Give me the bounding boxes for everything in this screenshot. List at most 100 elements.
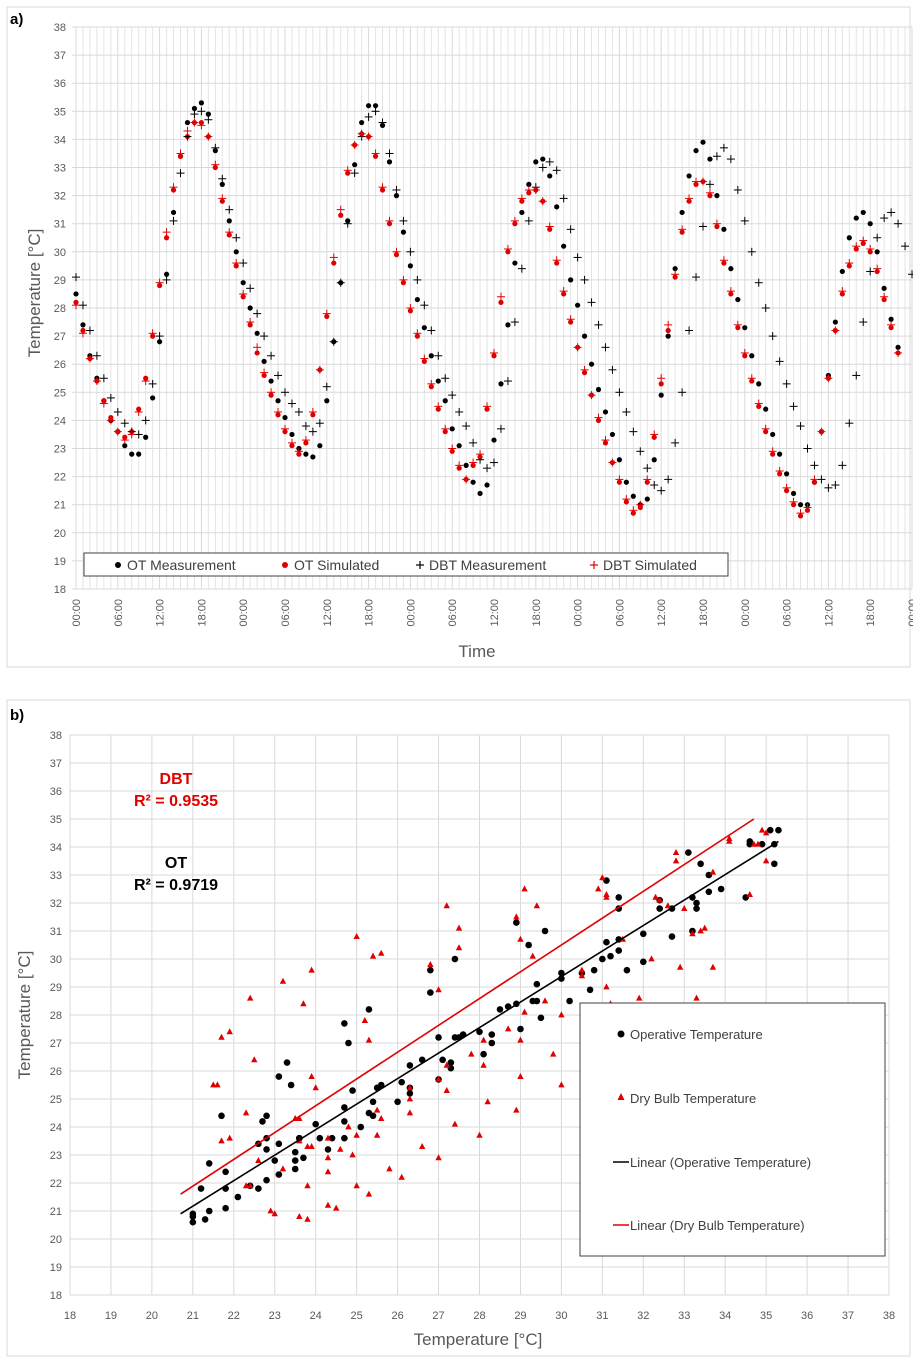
panel-a-plus-point-3 <box>267 388 276 397</box>
panel-b-dbt-point <box>636 994 643 1001</box>
panel-a-point-0 <box>198 100 204 106</box>
panel-a-point-0 <box>352 162 358 168</box>
panel-a-plus-point-3 <box>685 194 694 203</box>
panel-b-ot-point <box>640 930 647 938</box>
panel-b-ot-point <box>275 1171 283 1178</box>
panel-a-point-0 <box>421 325 427 331</box>
panel-a-point-0 <box>714 193 720 199</box>
panel-a-plus-point-3 <box>601 436 610 445</box>
panel-b-dbt-point <box>398 1173 405 1180</box>
panel-a-point-0 <box>735 296 741 303</box>
panel-a-plus-point-2 <box>859 318 868 327</box>
panel-b-dbt-point <box>517 1073 524 1079</box>
panel-b-dbt-point <box>578 966 586 973</box>
panel-a-plus-point-3 <box>692 177 701 186</box>
panel-a-point-0 <box>895 344 901 350</box>
panel-a-plus-point-2 <box>894 219 903 228</box>
panel-a-plus-point-3 <box>726 287 735 296</box>
panel-a-plus-point-2 <box>622 407 631 416</box>
panel-a-plus-point-2 <box>211 143 220 152</box>
panel-b-ot-point <box>271 1157 279 1164</box>
panel-a-x-tick-label: 06:00 <box>782 599 794 627</box>
panel-b-ot-point <box>222 1168 229 1176</box>
panel-b-points <box>189 826 782 1226</box>
panel-a-plus-point-3 <box>538 197 547 206</box>
panel-a-plus-point-2 <box>629 427 638 436</box>
panel-b-ot-point <box>201 1216 209 1223</box>
panel-b-dbt-point <box>578 972 586 979</box>
panel-b-x-ticks: 18 19 20 21 22 23 24 25 26 27 28 29 30 31 32 33 34 35 36 37… <box>64 1310 895 1322</box>
panel-a-point-0 <box>80 322 86 328</box>
panel-a-point-0 <box>449 426 455 432</box>
panel-b-dbt-point <box>242 1182 250 1189</box>
panel-b-dbt-point <box>443 1087 450 1093</box>
panel-a-plus-point-2 <box>733 185 742 194</box>
panel-a-y-tick-label: 22 <box>54 472 66 484</box>
panel-a-plus-point-3 <box>274 407 283 416</box>
panel-a-y-axis-title: Temperature [°C] <box>25 229 44 358</box>
panel-a-plus-point-3 <box>476 450 485 459</box>
panel-b-ot-point <box>488 1039 496 1047</box>
panel-a-point-1 <box>331 260 337 266</box>
panel-b-dbt-point <box>762 857 770 864</box>
panel-a-point-0 <box>435 378 441 384</box>
panel-b-dbt-point <box>308 966 315 973</box>
panel-b-dbt-point <box>656 896 663 903</box>
panel-b-dbt-point <box>726 837 733 844</box>
panel-a-plus-point-3 <box>845 259 854 268</box>
panel-a-plus-point-3 <box>587 391 596 400</box>
panel-a-point-0 <box>568 277 574 283</box>
panel-a-plus-point-3 <box>852 242 861 251</box>
panel-a-point-1 <box>338 212 344 218</box>
panel-b-dbt-point <box>214 1081 221 1088</box>
panel-b-ot-point <box>488 1031 496 1038</box>
panel-a-point-0 <box>191 105 198 112</box>
panel-a-plus-point-2 <box>441 374 450 383</box>
panel-a-plus-point-2 <box>427 326 436 335</box>
panel-a-plus-point-3 <box>650 430 659 439</box>
panel-a-y-tick-label: 21 <box>54 500 66 512</box>
panel-b-dbt-point <box>246 1182 254 1189</box>
panel-b-ot-point <box>324 1146 332 1153</box>
panel-b-dbt-point <box>701 924 708 931</box>
panel-a-x-tick-label: 00:00 <box>740 599 752 627</box>
panel-a-plus-point-2 <box>287 399 296 408</box>
panel-b-dbt-point <box>750 840 758 847</box>
panel-b-trendline <box>180 840 779 1215</box>
panel-a-point-1 <box>498 299 504 305</box>
panel-a-plus-point-2 <box>545 157 554 166</box>
panel-a-plus-point-3 <box>678 225 687 234</box>
panel-b-dbt-point <box>406 1109 414 1116</box>
panel-a-plus-point-3 <box>218 194 227 203</box>
panel-a-plus-point-2 <box>462 422 471 431</box>
panel-b-dbt-point <box>279 1165 287 1172</box>
panel-a-point-0 <box>526 181 532 187</box>
panel-a-plus-point-2 <box>483 464 492 473</box>
panel-a-plus-point-2 <box>294 407 303 416</box>
panel-b-ot-point <box>496 1006 504 1013</box>
panel-a-plus-point-2 <box>113 407 122 416</box>
panel-b-dbt-point <box>308 1143 315 1149</box>
panel-b-dbt-point <box>480 1061 487 1068</box>
panel-b-dbt-point <box>296 1213 303 1219</box>
panel-a-plus-point-3 <box>671 270 680 279</box>
panel-a-y-tick-label: 27 <box>54 331 66 343</box>
panel-a-point-0 <box>756 381 762 387</box>
panel-a-plus-point-3 <box>329 253 338 262</box>
panel-a-y-tick-label: 37 <box>54 50 66 62</box>
panel-b-ot-point <box>693 899 700 907</box>
panel-b-ot-point <box>615 947 623 954</box>
panel-b-dbt-point <box>513 1106 520 1113</box>
panel-b-ot-point <box>291 1165 299 1173</box>
panel-b-dbt-point <box>279 977 287 984</box>
panel-a-plus-point-2 <box>378 118 387 127</box>
panel-a-plus-point-3 <box>705 188 714 197</box>
panel-b-y-tick-label: 38 <box>50 730 62 742</box>
panel-a-plus-point-2 <box>852 371 861 380</box>
panel-b-dbt-point <box>455 944 463 951</box>
panel-a-y-ticks: 18 19 20 21 22 23 24 25 26 27 28 29 30 31 32 33 34 35 36 37… <box>54 22 66 596</box>
panel-a-y-tick-label: 28 <box>54 303 66 315</box>
panel-b-ot-point <box>341 1134 348 1142</box>
panel-a-point-0 <box>205 111 211 117</box>
panel-b-ot-point <box>300 1154 307 1162</box>
